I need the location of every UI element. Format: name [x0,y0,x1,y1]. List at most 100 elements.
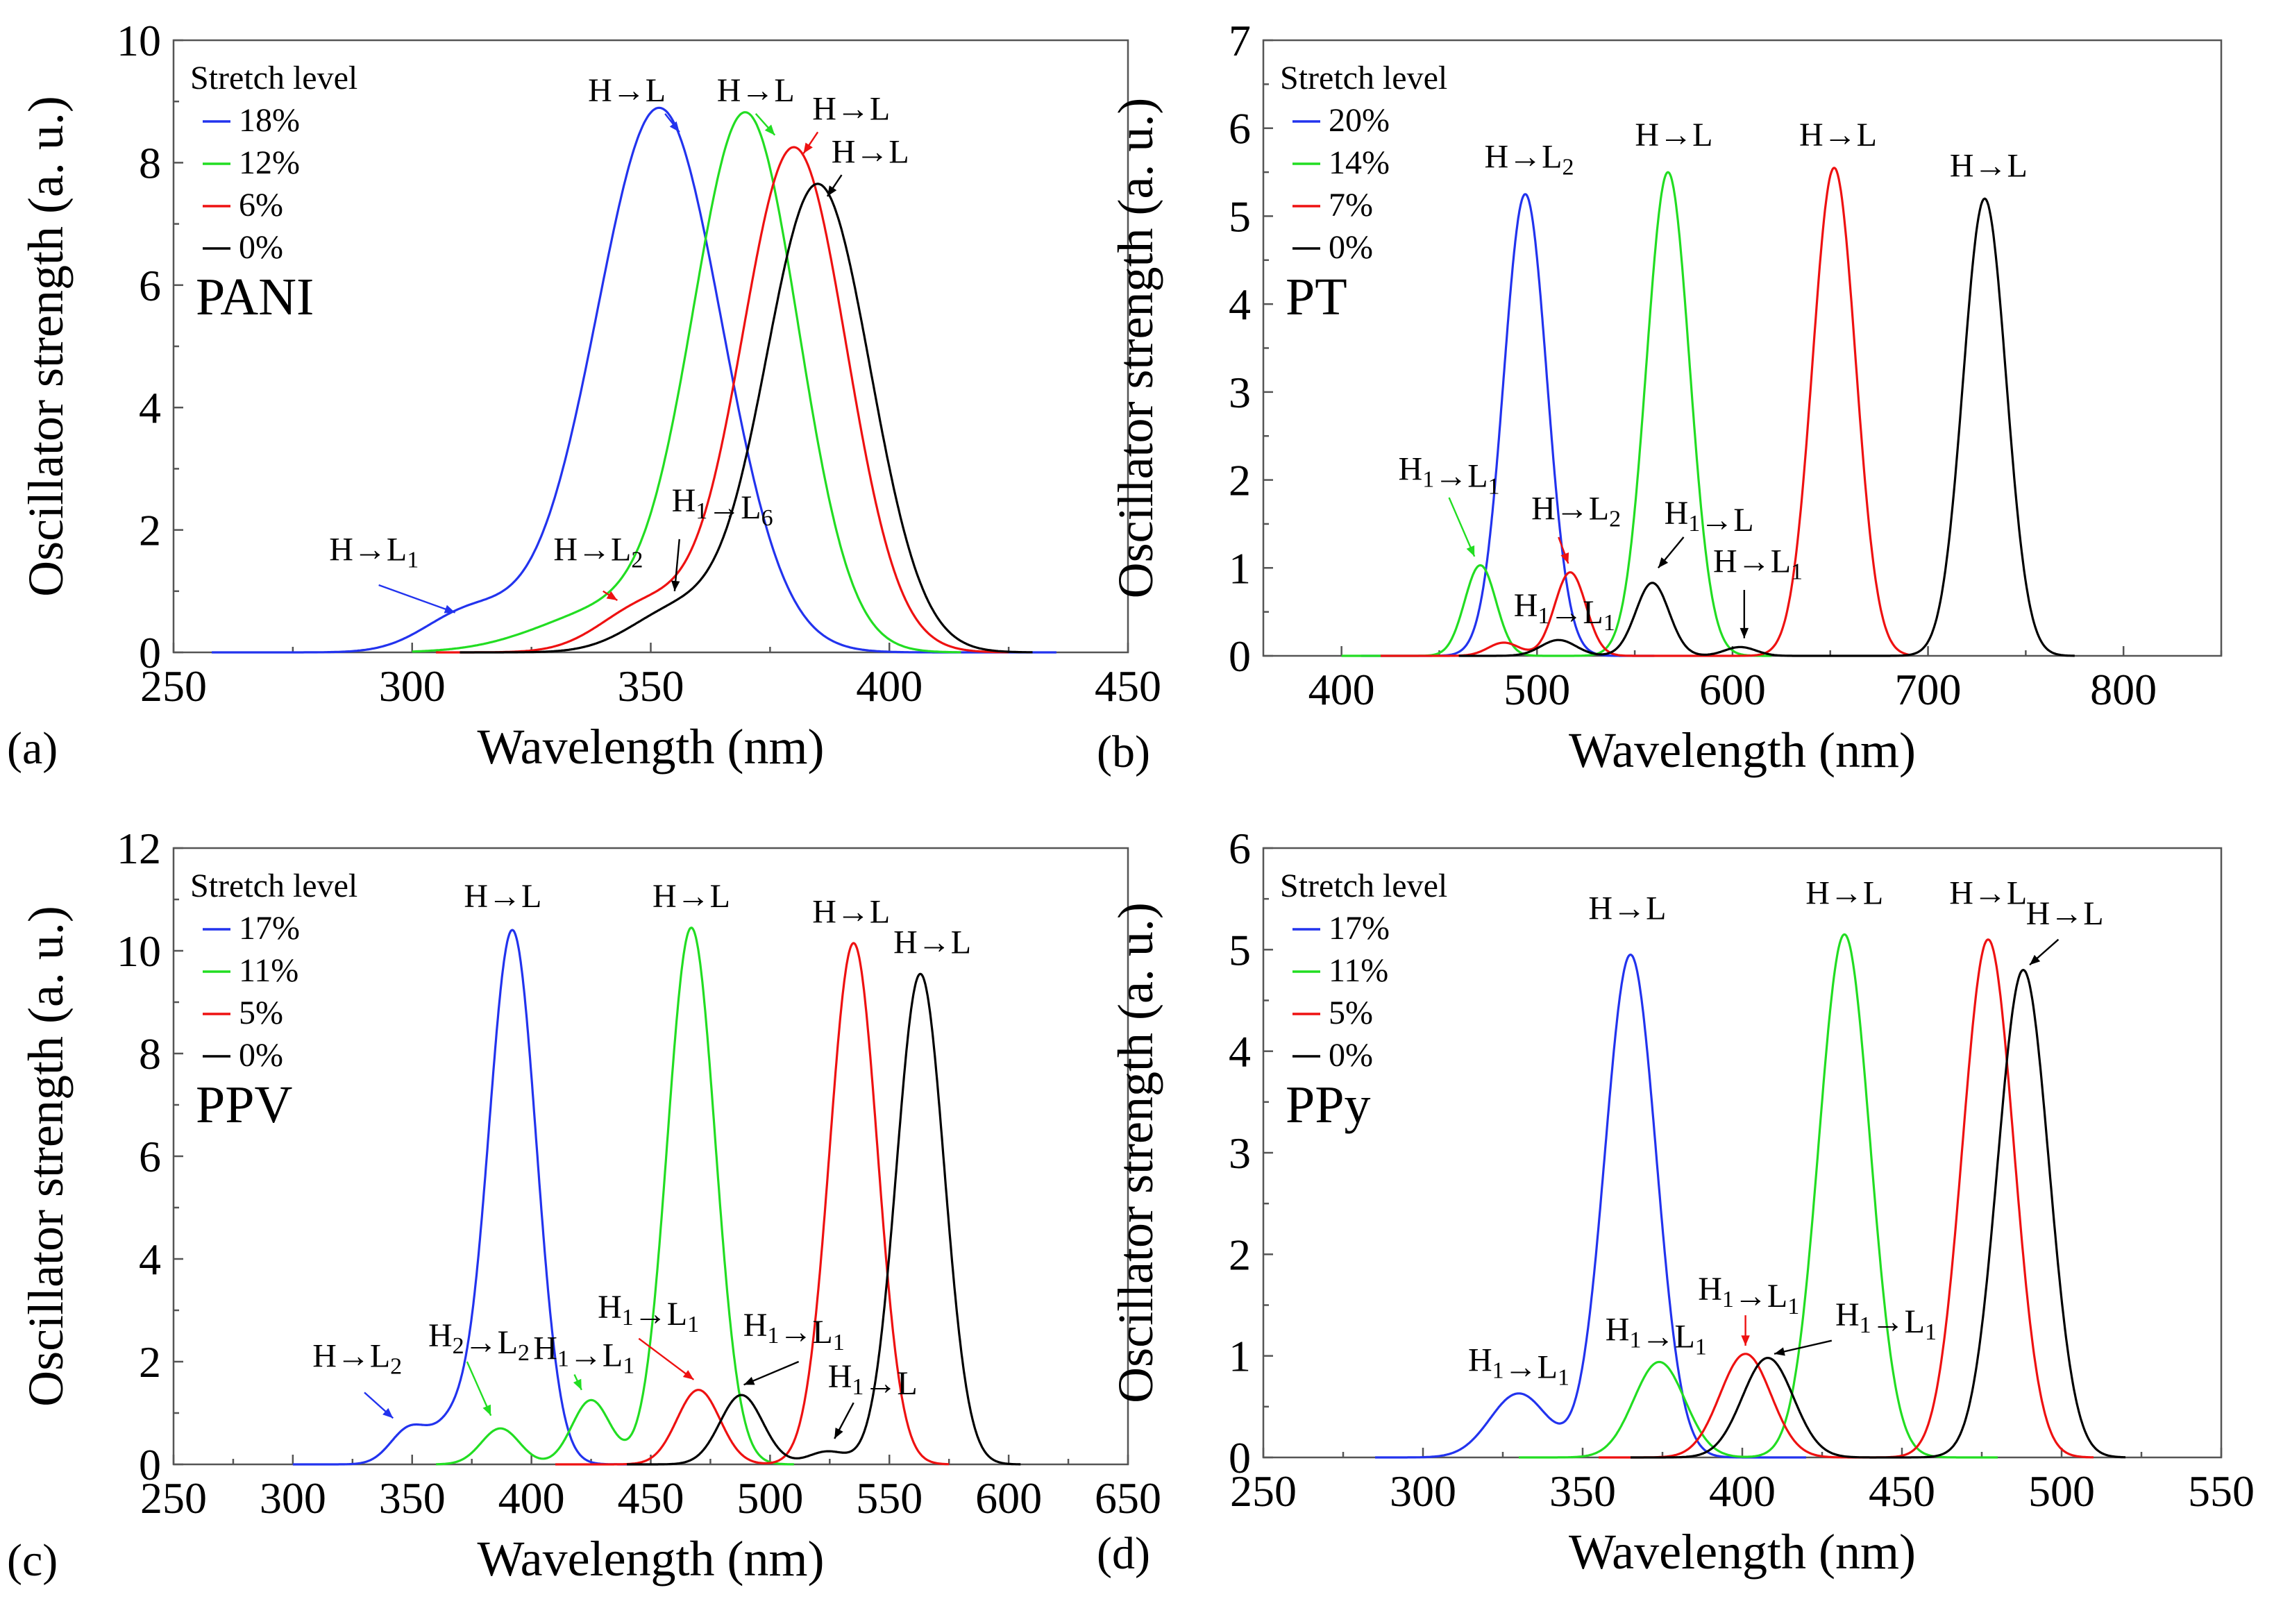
annotation-arrowhead [827,185,837,196]
panel-label: (d) [1097,1528,1150,1579]
y-tick-label: 0 [139,628,161,677]
svg-text:H→L2: H→L2 [312,1337,402,1379]
y-tick-label: 0 [1229,1433,1251,1482]
x-tick-label: 450 [1095,661,1161,711]
annotation: H→L [1635,117,1712,153]
annotation-arrowhead [573,1378,582,1390]
x-tick-label: 450 [1869,1466,1935,1516]
y-tick-label: 2 [1229,456,1251,505]
y-tick-label: 1 [1229,1332,1251,1381]
x-tick-label: 350 [1549,1466,1616,1516]
y-axis-title: Oscillator strength (a. u.) [18,96,74,597]
annotation: H1→L1 [1514,587,1615,636]
series-line-5pct [555,942,950,1466]
svg-text:H1→L1: H1→L1 [1468,1342,1569,1391]
x-tick-label: 500 [2028,1466,2095,1516]
svg-text:H→L: H→L [652,878,730,915]
x-axis-title: Wavelength (nm) [477,719,824,775]
svg-text:H→L: H→L [1950,147,2028,184]
legend-label: 5% [1329,995,1373,1031]
annotation: H→L [1949,874,2027,911]
annotation-arrowhead [764,124,775,135]
annotation-arrowhead [743,1376,755,1385]
y-tick-label: 10 [117,927,161,976]
y-tick-label: 4 [1229,280,1251,329]
x-tick-label: 350 [379,1473,446,1523]
annotation: H1→L1 [598,1289,699,1380]
y-tick-label: 4 [139,1235,161,1284]
x-tick-label: 650 [1095,1473,1161,1523]
svg-text:H1→L1: H1→L1 [1399,451,1500,500]
annotation-arrowhead [1740,627,1749,638]
panel-label: (a) [7,723,58,774]
y-tick-label: 2 [1229,1230,1251,1279]
legend-label: 0% [239,229,283,266]
x-axis-title: Wavelength (nm) [477,1531,824,1587]
x-tick-label: 550 [2188,1466,2255,1516]
annotation: H1→L1 [1698,1271,1799,1346]
legend-label: 17% [1329,910,1390,947]
annotation: H→L2 [553,532,643,602]
x-tick-label: 400 [1308,665,1375,714]
annotation-arrowhead [682,1370,694,1380]
legend-label: 18% [239,102,300,139]
y-tick-label: 4 [139,383,161,432]
annotation: H1→L1 [1606,1312,1707,1360]
svg-text:H→L2: H→L2 [1485,139,1574,180]
series-line-12pct [412,111,961,654]
annotation: H1→L1 [533,1330,634,1391]
x-tick-label: 400 [856,661,923,711]
x-axis-title: Wavelength (nm) [1569,722,1916,778]
polymer-name: PPV [196,1076,293,1134]
svg-text:H→L: H→L [464,878,541,915]
annotation: H→L2 [312,1337,402,1419]
x-tick-label: 500 [736,1473,803,1523]
panel-label: (b) [1097,727,1150,777]
annotation-arrowhead [1560,552,1569,564]
annotation: H→L [588,72,680,133]
x-axis-title: Wavelength (nm) [1569,1524,1916,1580]
annotation-arrowhead [834,1428,843,1439]
annotation-arrowhead [1741,1335,1750,1346]
y-tick-label: 0 [139,1440,161,1489]
y-tick-label: 5 [1229,192,1251,241]
series-line-6pct [436,146,1009,654]
svg-text:H→L2: H→L2 [553,532,643,573]
annotation: H1→L1 [1399,451,1500,557]
svg-text:H→L: H→L [812,893,890,930]
annotation: H→L [802,91,890,154]
legend-label: 14% [1329,144,1390,181]
legend-label: 0% [1329,229,1373,266]
svg-text:H1→L1: H1→L1 [533,1330,634,1378]
svg-text:H→L: H→L [1799,117,1877,153]
annotation-arrowhead [1774,1347,1785,1356]
svg-text:H→L2: H→L2 [1531,491,1621,532]
y-tick-label: 8 [139,1029,161,1079]
legend-label: 20% [1329,102,1390,139]
y-tick-label: 12 [117,824,161,873]
legend-title: Stretch level [1280,868,1447,904]
legend-title: Stretch level [190,868,357,904]
y-tick-label: 8 [139,138,161,187]
annotation-arrow [638,1337,695,1380]
legend-label: 11% [1329,952,1388,989]
panel-label: (c) [7,1535,58,1586]
annotation: H1→L6 [671,482,773,591]
svg-text:H1→L6: H1→L6 [672,482,773,531]
svg-text:H1→L1: H1→L1 [1514,587,1615,636]
legend-label: 0% [239,1037,283,1074]
y-tick-label: 4 [1229,1027,1251,1076]
y-tick-label: 5 [1229,925,1251,974]
series-line-5pct [1598,938,2094,1459]
series-line-11pct [1518,933,1998,1459]
x-tick-label: 350 [618,661,684,711]
annotation: H→L [826,133,909,197]
annotation: H→L1 [1713,543,1803,638]
series-line-0pct [1458,197,2075,657]
y-tick-label: 6 [1229,104,1251,153]
y-tick-label: 7 [1229,16,1251,65]
annotation: H1→L1 [1468,1342,1569,1391]
y-tick-label: 10 [117,16,161,65]
annotation: H2→L2 [428,1317,530,1416]
series-line-0pct [460,183,1033,654]
